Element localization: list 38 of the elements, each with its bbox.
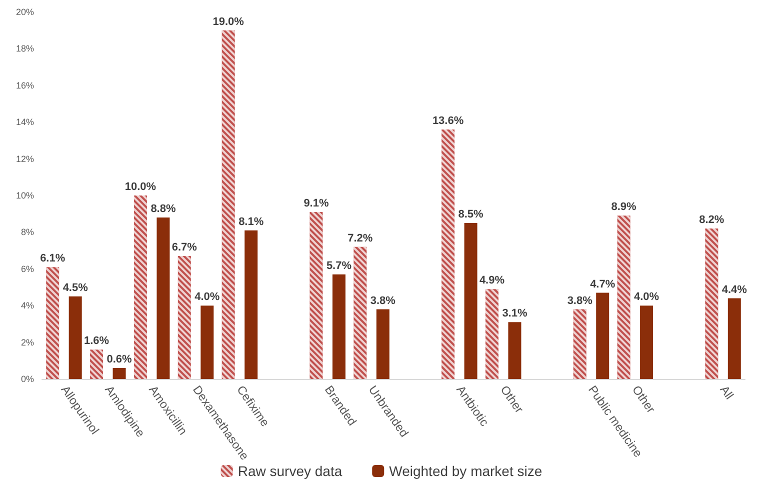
legend-label: Weighted by market size (389, 463, 542, 479)
data-label: 7.2% (348, 232, 373, 244)
data-label: 4.0% (194, 291, 220, 304)
y-tick-label: 8% (20, 227, 34, 238)
data-label: 3.8% (370, 294, 396, 307)
y-tick-label: 2% (20, 337, 34, 348)
data-label: 3.1% (502, 308, 528, 320)
y-tick-label: 12% (16, 154, 34, 164)
data-label: 10.0% (124, 181, 156, 193)
data-label: 4.7% (590, 278, 616, 290)
data-label: 3.8% (567, 294, 593, 307)
y-tick-label: 6% (20, 264, 34, 274)
data-label: 4.0% (634, 291, 660, 304)
data-label: 0.6% (106, 353, 132, 366)
data-label: 8.2% (699, 214, 724, 226)
data-label: 8.8% (150, 203, 176, 216)
data-label: 4.9% (479, 274, 505, 287)
x-tick-label: All (717, 382, 736, 402)
data-label: 6.1% (40, 252, 66, 265)
legend-label: Raw survey data (238, 463, 342, 479)
data-label: 6.7% (172, 242, 198, 254)
y-tick-label: 0% (20, 374, 34, 384)
data-label: 8.9% (611, 201, 637, 214)
y-tick-label: 10% (16, 190, 34, 200)
data-label: 9.1% (304, 198, 329, 210)
data-label: 4.4% (722, 284, 748, 296)
y-tick-label: 14% (16, 117, 34, 128)
y-tick-label: 16% (16, 80, 34, 90)
data-label: 5.7% (326, 260, 352, 272)
data-label: 19.0% (212, 16, 244, 28)
y-tick-label: 20% (16, 7, 34, 17)
data-label: 4.5% (62, 282, 88, 294)
data-label: 1.6% (84, 335, 110, 348)
data-label: 13.6% (432, 114, 464, 127)
y-tick-label: 18% (16, 44, 34, 54)
data-label: 8.5% (458, 208, 484, 221)
y-tick-label: 4% (20, 300, 34, 311)
data-label: 8.1% (238, 216, 264, 228)
